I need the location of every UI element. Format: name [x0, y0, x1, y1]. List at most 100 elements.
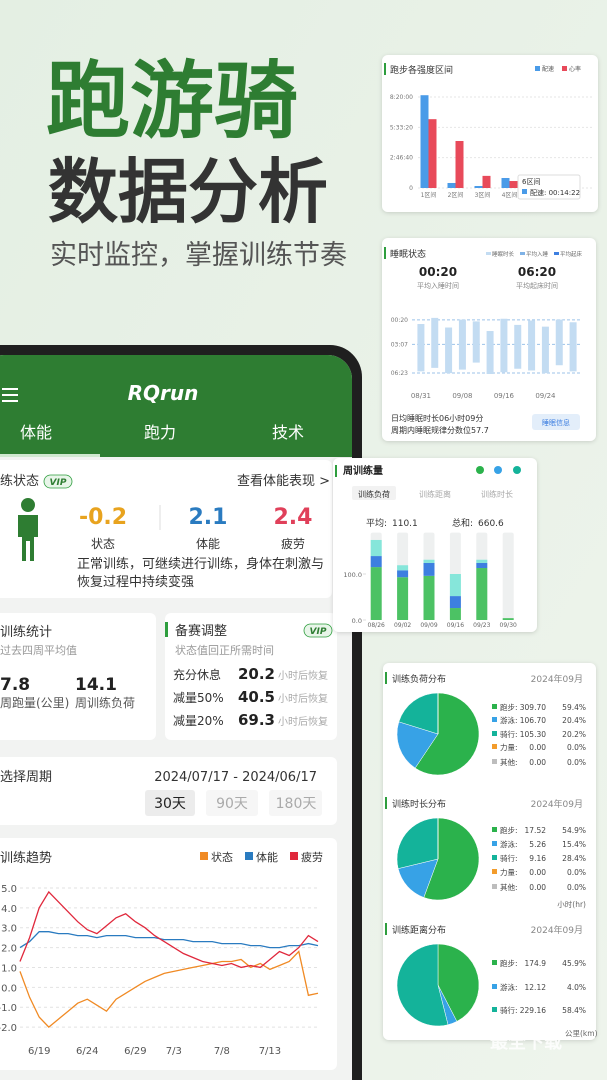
row-value: 69.3: [238, 711, 275, 729]
x-tick-label: 3区间: [475, 191, 491, 199]
amount: 12.12: [525, 983, 547, 992]
y-tick-label: 1.0: [1, 963, 17, 974]
card-title: 训练统计: [0, 625, 52, 640]
pie-slice: [396, 817, 439, 869]
percent: 0.0%: [567, 868, 586, 877]
headline-subtitle: 数据分析: [48, 151, 328, 233]
date-range: 2024/07/17 - 2024/06/17: [154, 770, 317, 785]
tab-active[interactable]: [352, 486, 396, 500]
card-title: 选择周期: [0, 770, 52, 785]
row-label: 充分休息: [173, 667, 221, 682]
legend-label: 配速: [542, 66, 554, 73]
legend-swatch: [492, 884, 497, 889]
legend-label: 跑步:: [500, 703, 518, 712]
amount: 0.00: [529, 883, 546, 892]
accent-bar: [165, 622, 168, 637]
y-tick-label: 00:20: [391, 317, 408, 324]
range-bar: [486, 331, 494, 374]
percent: 0.0%: [567, 883, 586, 892]
amount: 0.00: [529, 743, 546, 752]
legend-swatch: [492, 717, 497, 722]
tab[interactable]: 跑力: [144, 423, 176, 442]
legend-swatch: [492, 1007, 497, 1012]
card-subtitle: 过去四周平均值: [0, 644, 77, 657]
row-label: 减量20%: [173, 714, 224, 728]
option-button[interactable]: [269, 790, 322, 816]
tab[interactable]: 训练距离: [419, 489, 451, 499]
metric-label: 疲劳: [281, 536, 305, 551]
time-label: 平均起床时间: [516, 281, 558, 290]
percent: 4.0%: [567, 983, 586, 992]
range-bar: [541, 326, 549, 374]
chart-date: 2024年09月: [531, 924, 583, 936]
percent: 28.4%: [562, 854, 586, 863]
percent: 59.4%: [562, 703, 586, 712]
sport-icons: [476, 466, 521, 474]
option-button[interactable]: [145, 790, 195, 816]
row-label: 减量50%: [173, 691, 224, 705]
legend-swatch: [492, 704, 497, 709]
legend-label: 其他:: [500, 882, 518, 892]
legend-label: 游泳:: [500, 839, 518, 849]
x-tick-label: 6/29: [124, 1046, 146, 1057]
legend-label: 睡眠时长: [492, 250, 515, 258]
legend-swatch: [535, 66, 540, 71]
button[interactable]: [532, 414, 580, 430]
percent: 0.0%: [567, 743, 586, 752]
tab[interactable]: 技术: [272, 423, 304, 442]
percent: 58.4%: [562, 1006, 586, 1015]
chart-date: 2024年09月: [531, 673, 583, 685]
percent: 45.9%: [562, 959, 586, 968]
legend-swatch: [492, 841, 497, 846]
option[interactable]: 180天: [276, 796, 317, 812]
button-label[interactable]: 睡眠信息: [542, 418, 570, 427]
amount: 9.16: [529, 854, 546, 863]
card-subtitle: 状态值回正所需时间: [175, 643, 274, 657]
tab[interactable]: 训练负荷: [358, 489, 390, 499]
stat-value: 14.1: [75, 675, 117, 695]
bar-segment: [397, 565, 409, 571]
y-tick-label: 06:23: [391, 370, 408, 377]
range-bar: [514, 324, 522, 369]
card-title: 睡眠状态: [390, 248, 426, 260]
bar-segment: [423, 575, 435, 620]
x-tick-label: 09/24: [535, 392, 556, 400]
tab[interactable]: 体能: [20, 423, 52, 442]
legend-label: 体能: [256, 850, 278, 864]
accent-bar: [384, 247, 386, 259]
bar: [501, 177, 510, 188]
y-tick-label: 5.0: [1, 884, 17, 895]
legend-swatch: [492, 855, 497, 860]
legend-swatch: [492, 731, 497, 736]
option[interactable]: 30天: [154, 796, 186, 812]
legend-label: 游泳:: [500, 982, 518, 992]
y-tick-label: 5:33:20: [390, 124, 413, 131]
amount: 105.30: [520, 730, 546, 739]
card: [0, 613, 156, 740]
x-tick-label: 09/16: [447, 622, 464, 629]
amount: 0.00: [529, 758, 546, 767]
x-tick-label: 4区间: [502, 191, 518, 199]
bar-segment: [502, 618, 514, 620]
legend-label: 跑步:: [500, 826, 518, 835]
time-value: 06:20: [518, 265, 556, 279]
tab[interactable]: 训练时长: [481, 489, 513, 499]
metric-label: 状态: [91, 537, 115, 551]
bar-segment: [476, 562, 488, 569]
link[interactable]: 查看体能表现 >: [237, 473, 330, 489]
bar-segment: [449, 574, 461, 597]
menu-icon[interactable]: [2, 388, 18, 402]
amount: 229.16: [520, 1006, 546, 1015]
legend-label: 骑行:: [500, 1005, 518, 1015]
option-button[interactable]: [206, 790, 258, 816]
legend-label: 骑行:: [500, 853, 518, 863]
stat-value: 7.8: [0, 675, 30, 695]
metric-value: -0.2: [79, 505, 127, 530]
vip-badge: [303, 623, 333, 638]
bar-segment: [397, 577, 409, 620]
amount: 174.9: [525, 959, 547, 968]
option[interactable]: 90天: [216, 796, 248, 812]
legend-label: 力量:: [500, 742, 518, 752]
x-tick-label: 08/26: [368, 622, 385, 629]
